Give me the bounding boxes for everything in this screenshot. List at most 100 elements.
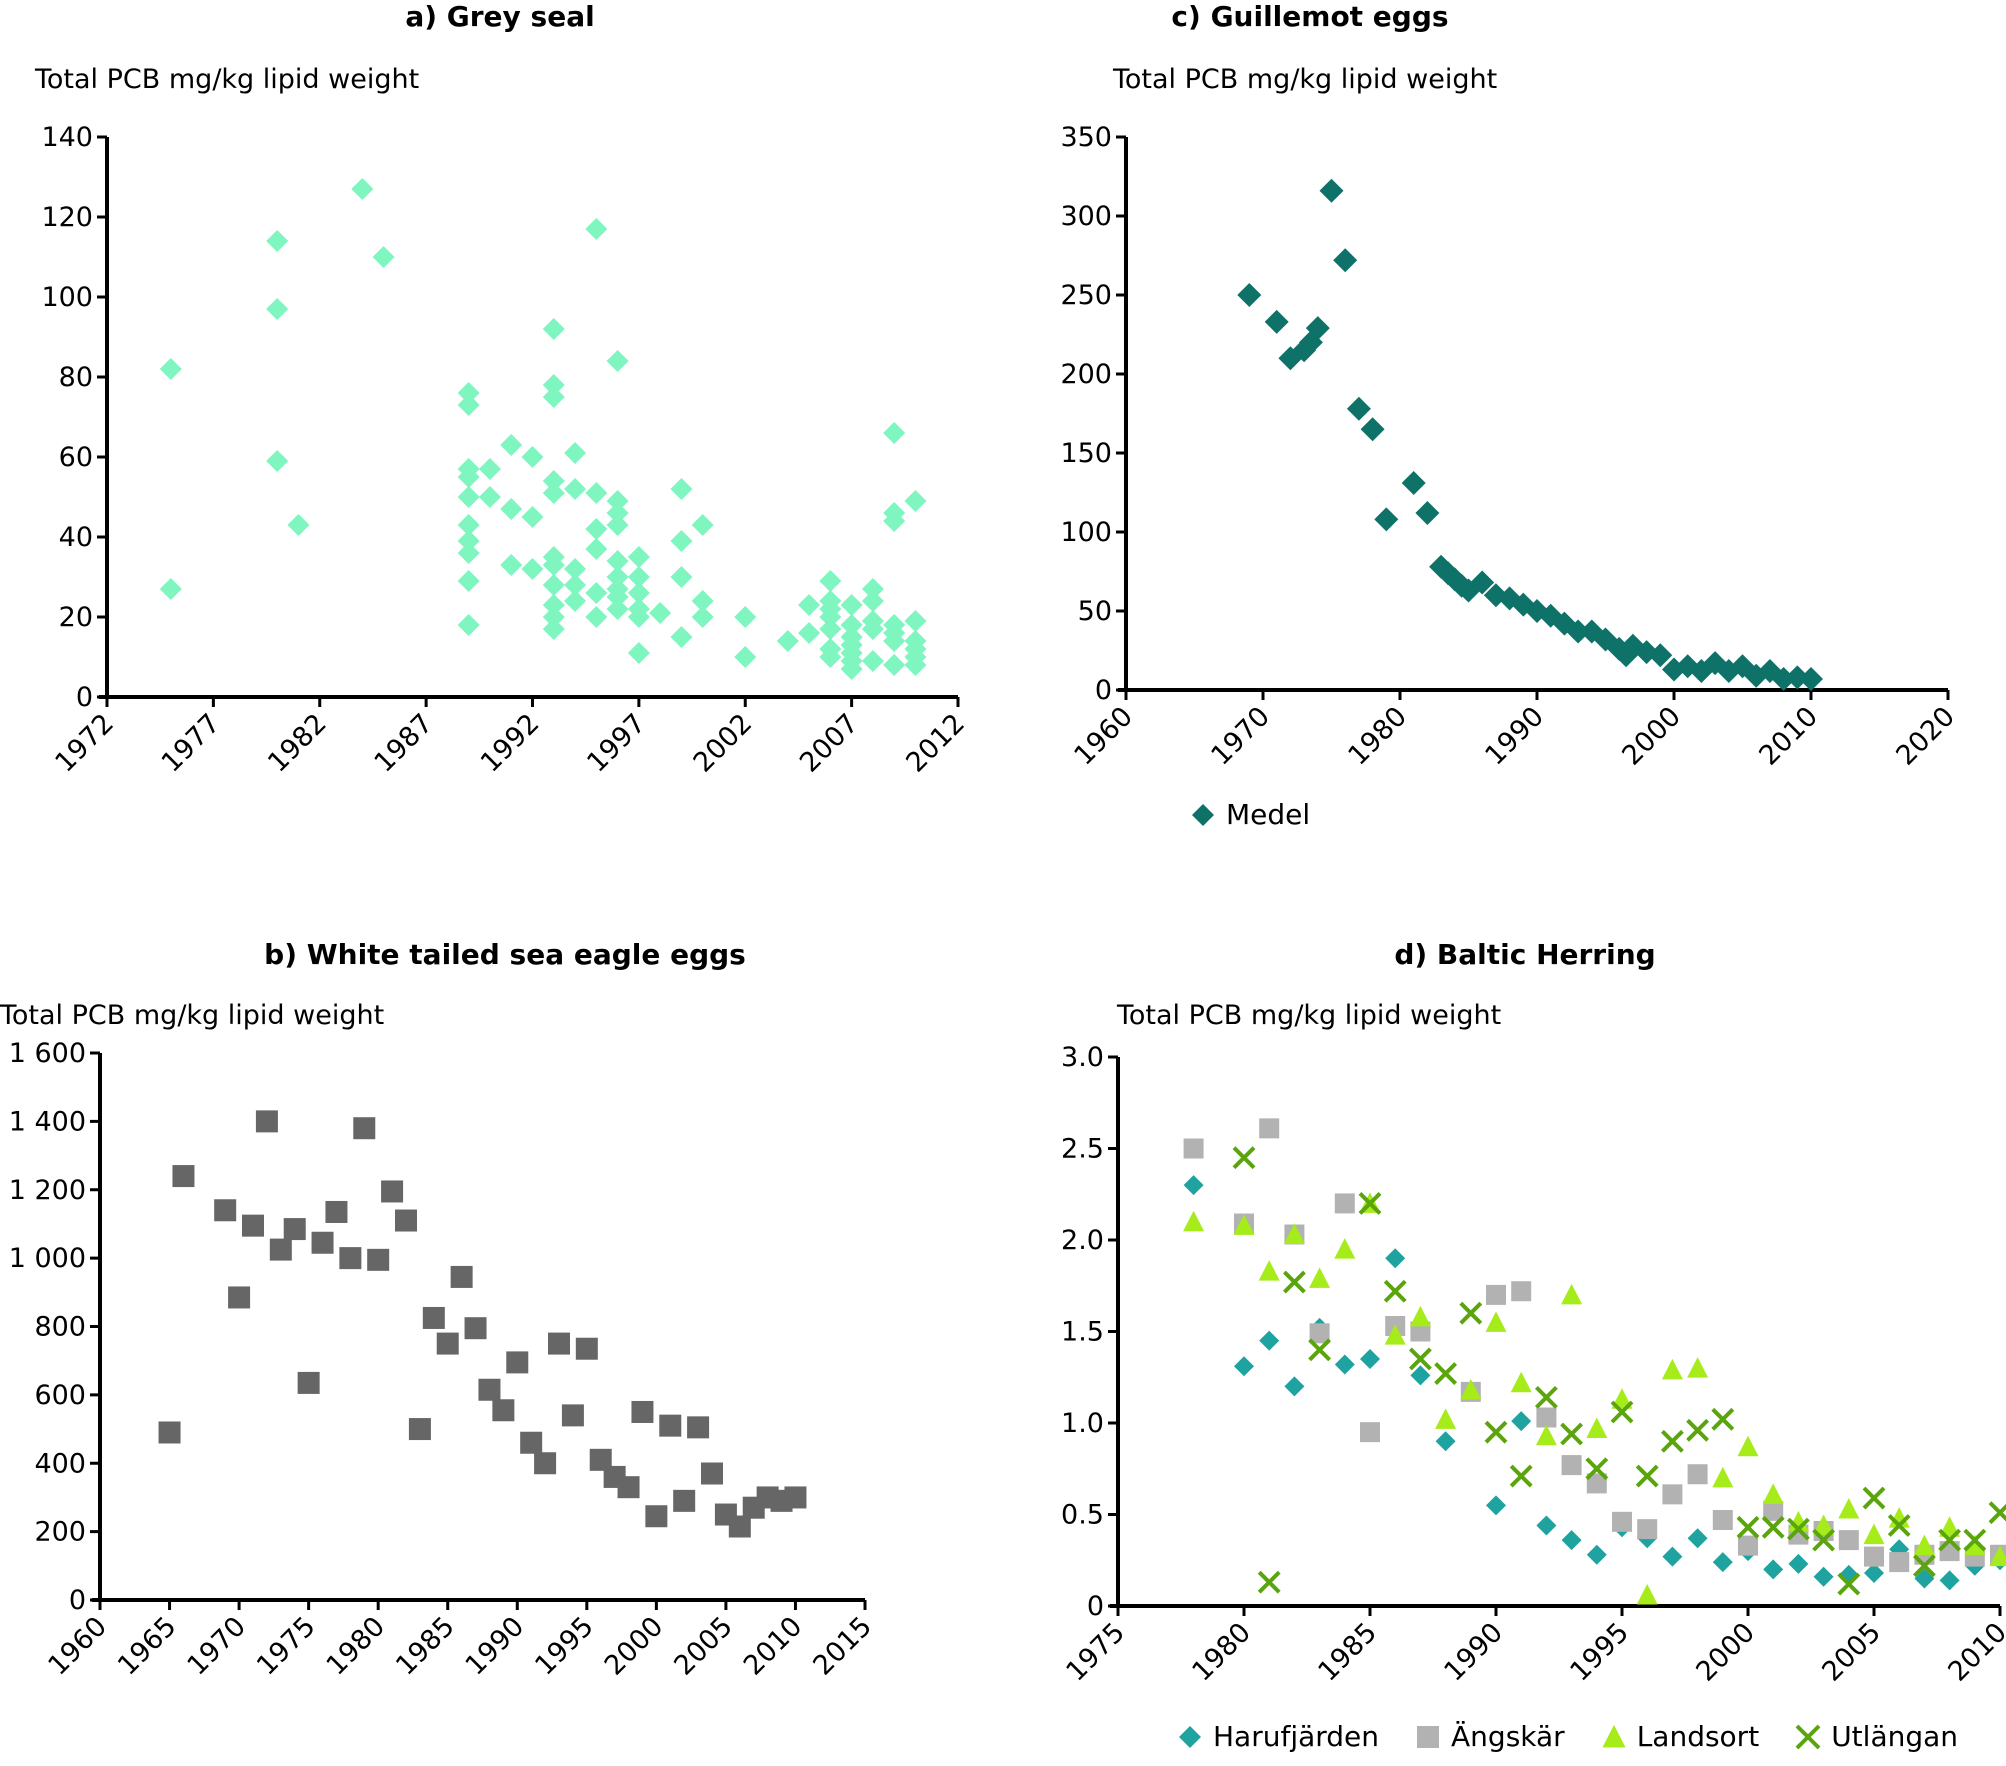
- x-tick-label: 1987: [369, 708, 440, 779]
- data-point: [1837, 1572, 1861, 1596]
- y-tick-label: 1 400: [9, 1106, 86, 1137]
- data-point: [691, 514, 714, 536]
- panel-grey-seal: a) Grey seal Total PCB mg/kg lipid weigh…: [0, 0, 1000, 880]
- series-utl-ngan: [1232, 1146, 2006, 1596]
- data-point: [266, 450, 289, 472]
- data-point: [1989, 1545, 2006, 1567]
- data-point: [542, 470, 565, 492]
- data-point: [617, 1476, 640, 1499]
- data-point: [784, 1486, 807, 1509]
- data-point: [691, 606, 714, 628]
- data-point: [457, 614, 480, 636]
- x-tick-label: 1975: [1060, 1617, 1131, 1688]
- data-point: [819, 606, 842, 628]
- data-point: [1536, 1515, 1557, 1536]
- data-point: [840, 658, 863, 680]
- legend-marker-icon: [1417, 1725, 1440, 1748]
- x-tick-label: 2002: [688, 708, 759, 779]
- data-point: [457, 570, 480, 592]
- data-point: [1648, 643, 1673, 668]
- data-point: [1511, 1411, 1532, 1432]
- legend-marker-icon: [1192, 803, 1214, 826]
- data-point: [457, 486, 480, 508]
- x-tick-label: 2000: [1616, 701, 1687, 772]
- data-point: [521, 506, 544, 528]
- y-axis-label: Total PCB mg/kg lipid weight: [0, 1000, 385, 1031]
- data-point: [1374, 507, 1399, 532]
- data-point: [542, 594, 565, 616]
- legend-marker-icon: [1795, 1724, 1821, 1749]
- y-tick-label: 350: [1060, 122, 1112, 153]
- data-point: [478, 1378, 501, 1401]
- data-point: [1334, 1238, 1356, 1259]
- y-tick-label: 20: [59, 602, 93, 633]
- data-point: [1662, 1546, 1683, 1567]
- x-tick-label: 2012: [900, 708, 971, 779]
- y-tick-label: 1.5: [1061, 1317, 1104, 1348]
- data-point: [645, 1505, 668, 1528]
- x-tick-label: 1990: [1438, 1617, 1509, 1688]
- data-point: [1786, 1517, 1810, 1541]
- data-point: [670, 626, 693, 648]
- data-point: [1308, 1338, 1332, 1362]
- y-tick-label: 800: [34, 1312, 86, 1343]
- data-point: [673, 1489, 696, 1512]
- data-point: [287, 514, 310, 536]
- x-tick-label: 2005: [668, 1611, 739, 1682]
- data-point: [627, 566, 650, 588]
- data-point: [1711, 1407, 1735, 1431]
- data-point: [1384, 1324, 1406, 1345]
- data-point: [1637, 1519, 1658, 1540]
- data-point: [542, 318, 565, 340]
- y-axis-label: Total PCB mg/kg lipid weight: [35, 64, 420, 95]
- data-point: [1863, 1523, 1885, 1545]
- data-point: [564, 478, 587, 500]
- data-point: [840, 614, 863, 636]
- data-point: [1233, 1214, 1255, 1235]
- legend-marker: [1795, 1724, 1821, 1749]
- data-point: [585, 606, 608, 628]
- data-point: [1686, 1418, 1710, 1442]
- legend-item: Medel: [1188, 798, 1310, 831]
- data-point: [542, 606, 565, 628]
- y-tick-label: 0: [1087, 1591, 1104, 1622]
- data-point: [297, 1371, 320, 1394]
- data-point: [564, 442, 587, 464]
- plot-area: 0 20 40 60 80 100 120 140 1972 1977 1982 1987 1992 19…: [41, 122, 971, 779]
- data-point: [311, 1231, 334, 1254]
- data-point: [1401, 471, 1426, 496]
- data-point: [464, 1317, 487, 1340]
- data-point: [1887, 1514, 1911, 1537]
- x-tick-label: 1972: [49, 708, 120, 779]
- data-point: [1687, 1464, 1708, 1485]
- data-point: [840, 594, 863, 616]
- data-point: [1334, 1354, 1355, 1375]
- x-tick-label: 1970: [182, 1611, 253, 1682]
- x-tick-label: 2020: [1890, 701, 1961, 772]
- x-tick-label: 1995: [1564, 1617, 1635, 1688]
- data-point: [1939, 1570, 1960, 1591]
- data-point: [1435, 1408, 1457, 1429]
- data-point: [575, 1337, 598, 1360]
- data-point: [585, 482, 608, 504]
- data-point: [228, 1286, 251, 1309]
- x-tick-label: 2010: [738, 1611, 809, 1682]
- data-point: [542, 618, 565, 640]
- data-point: [1486, 1495, 1506, 1516]
- data-point: [1586, 1417, 1608, 1438]
- data-point: [1813, 1514, 1835, 1535]
- data-point: [1612, 1511, 1632, 1532]
- x-tick-label: 2000: [1690, 1617, 1761, 1688]
- data-point: [158, 1421, 181, 1444]
- data-point: [351, 178, 374, 200]
- data-point: [1258, 1260, 1280, 1281]
- data-point: [353, 1117, 376, 1140]
- y-tick-label: 40: [59, 522, 93, 553]
- data-point: [172, 1165, 195, 1188]
- data-point: [1864, 1546, 1884, 1567]
- data-point: [1536, 1407, 1557, 1428]
- data-point: [1410, 1321, 1431, 1342]
- y-tick-label: 100: [41, 282, 93, 313]
- x-tick-label: 1980: [321, 1611, 392, 1682]
- data-point: [1771, 666, 1796, 691]
